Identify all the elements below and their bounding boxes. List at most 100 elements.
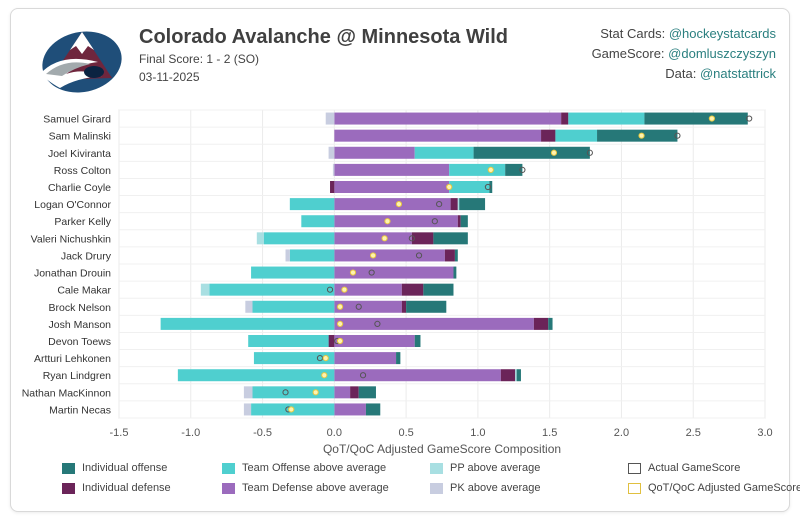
legend-label: Team Defense above average bbox=[242, 482, 389, 494]
bar-segment-ind-off bbox=[548, 317, 553, 330]
actual-gamescore-marker bbox=[282, 389, 289, 396]
qot-gamescore-marker bbox=[384, 218, 391, 225]
qot-gamescore-marker bbox=[369, 252, 377, 259]
bar-segment-team-def bbox=[334, 163, 450, 176]
bar-segment-team-def bbox=[334, 403, 366, 416]
bar-segment-team-off bbox=[251, 266, 335, 279]
actual-gamescore-marker bbox=[436, 201, 443, 208]
bar-segment-team-def bbox=[334, 146, 415, 159]
bar-segment-team-off bbox=[177, 369, 335, 382]
bar-segment-team-off bbox=[301, 215, 335, 228]
final-score: Final Score: 1 - 2 (SO) bbox=[139, 52, 260, 66]
bar-segment-team-def bbox=[334, 283, 402, 296]
bar-segment-ind-def bbox=[328, 335, 335, 347]
bar-segment-ind-def bbox=[450, 198, 458, 211]
qot-gamescore-marker bbox=[312, 389, 319, 396]
x-tick-label: -1.5 bbox=[110, 427, 129, 439]
bar-segment-team-off bbox=[414, 146, 474, 159]
qot-gamescore-marker bbox=[395, 201, 403, 208]
bar-segment-ind-off bbox=[396, 352, 401, 365]
legend-swatch bbox=[62, 482, 75, 494]
actual-gamescore-marker bbox=[415, 252, 423, 259]
bar-segment-team-off bbox=[253, 352, 335, 365]
player-label: Jack Drury bbox=[61, 250, 112, 262]
legend-swatch bbox=[628, 462, 641, 474]
bar-segment-ind-def bbox=[350, 386, 359, 399]
x-axis-label: QoT/QoC Adjusted GameScore Composition bbox=[323, 442, 561, 456]
bar-segment-team-off bbox=[289, 249, 335, 262]
actual-gamescore-marker bbox=[355, 303, 362, 310]
bar-segment-ind-def bbox=[401, 283, 424, 296]
legend-item-actual: Actual GameScore bbox=[628, 462, 740, 474]
player-label: Sam Malinski bbox=[49, 131, 111, 143]
credit-link[interactable]: @domluszczyszyn bbox=[668, 46, 776, 61]
bar-segment-pk bbox=[245, 300, 253, 313]
page-title: Colorado Avalanche @ Minnesota Wild bbox=[139, 26, 508, 48]
bar-segment-ind-def bbox=[457, 215, 461, 228]
bar-segment-pp bbox=[256, 232, 264, 245]
bar-segment-ind-def bbox=[444, 249, 455, 262]
player-label: Artturi Lehkonen bbox=[34, 353, 111, 365]
legend-swatch bbox=[222, 482, 235, 494]
bar-segment-ind-def bbox=[561, 112, 569, 125]
actual-gamescore-marker bbox=[408, 235, 415, 242]
bar-segment-pk bbox=[285, 249, 290, 262]
bar-segment-ind-off bbox=[454, 249, 458, 262]
credit-gamescore: GameScore: @domluszczyszyn bbox=[591, 46, 776, 61]
player-label: Nathan MacKinnon bbox=[22, 387, 111, 399]
legend-item-team-off: Team Offense above average bbox=[222, 462, 386, 474]
game-date: 03-11-2025 bbox=[139, 70, 200, 84]
bar-segment-ind-def bbox=[330, 181, 335, 193]
x-tick-label: 2.0 bbox=[614, 427, 629, 439]
actual-gamescore-marker bbox=[368, 269, 375, 276]
bar-segment-ind-def bbox=[411, 232, 434, 245]
x-tick-label: 2.5 bbox=[686, 427, 701, 439]
x-tick-label: -1.0 bbox=[181, 427, 200, 439]
bar-segment-team-def bbox=[334, 129, 542, 142]
legend-item-ind-off: Individual offense bbox=[62, 462, 167, 474]
x-tick-label: 1.0 bbox=[470, 427, 485, 439]
legend-item-pp: PP above average bbox=[430, 462, 540, 474]
x-tick-label: 1.5 bbox=[542, 427, 557, 439]
legend-swatch bbox=[222, 462, 235, 474]
player-label: Valeri Nichushkin bbox=[31, 233, 111, 245]
x-tick-label: -0.5 bbox=[253, 427, 272, 439]
qot-gamescore-marker bbox=[487, 166, 494, 173]
bar-segment-team-off bbox=[289, 198, 335, 211]
bar-segment-pk bbox=[243, 403, 252, 416]
bar-segment-team-off bbox=[252, 386, 335, 399]
bar-segment-pk bbox=[332, 163, 335, 176]
credits: Stat Cards: @hockeystatcards GameScore: … bbox=[592, 24, 776, 84]
player-label: Brock Nelson bbox=[49, 302, 112, 314]
bar-segment-team-def bbox=[334, 198, 451, 211]
x-tick-label: 0.5 bbox=[398, 427, 413, 439]
x-tick-label: 0.0 bbox=[327, 427, 342, 439]
legend-label: PP above average bbox=[450, 462, 541, 474]
qot-gamescore-marker bbox=[336, 337, 344, 345]
legend-item-team-def: Team Defense above average bbox=[222, 482, 389, 494]
bar-segment-pk bbox=[243, 386, 253, 399]
bar-segment-ind-off bbox=[460, 215, 468, 228]
legend-label: Individual offense bbox=[82, 462, 168, 474]
credit-link[interactable]: @natstattrick bbox=[699, 66, 776, 81]
bar-segment-ind-off bbox=[597, 129, 678, 142]
bar-segment-ind-off bbox=[406, 300, 447, 313]
legend-label: Individual defense bbox=[82, 482, 171, 494]
bar-segment-team-def bbox=[334, 300, 402, 313]
qot-gamescore-marker bbox=[336, 320, 344, 327]
bar-segment-ind-off bbox=[505, 163, 523, 176]
credit-link[interactable]: @hockeystatcards bbox=[668, 26, 776, 41]
bar-segment-team-def bbox=[334, 215, 458, 228]
bar-segment-team-def bbox=[334, 369, 501, 382]
avalanche-logo bbox=[40, 31, 122, 93]
legend-item-ind-def: Individual defense bbox=[62, 482, 171, 494]
bar-segment-ind-off bbox=[459, 198, 486, 211]
bar-segment-pp bbox=[200, 283, 210, 296]
bar-segment-team-off bbox=[449, 163, 506, 176]
bar-segment-team-def bbox=[334, 266, 454, 279]
qot-gamescore-marker bbox=[336, 303, 344, 310]
bar-segment-ind-off bbox=[423, 283, 454, 296]
bar-segment-team-def bbox=[334, 335, 415, 347]
bar-segment-team-off bbox=[568, 112, 645, 125]
bar-segment-team-off bbox=[263, 232, 335, 245]
